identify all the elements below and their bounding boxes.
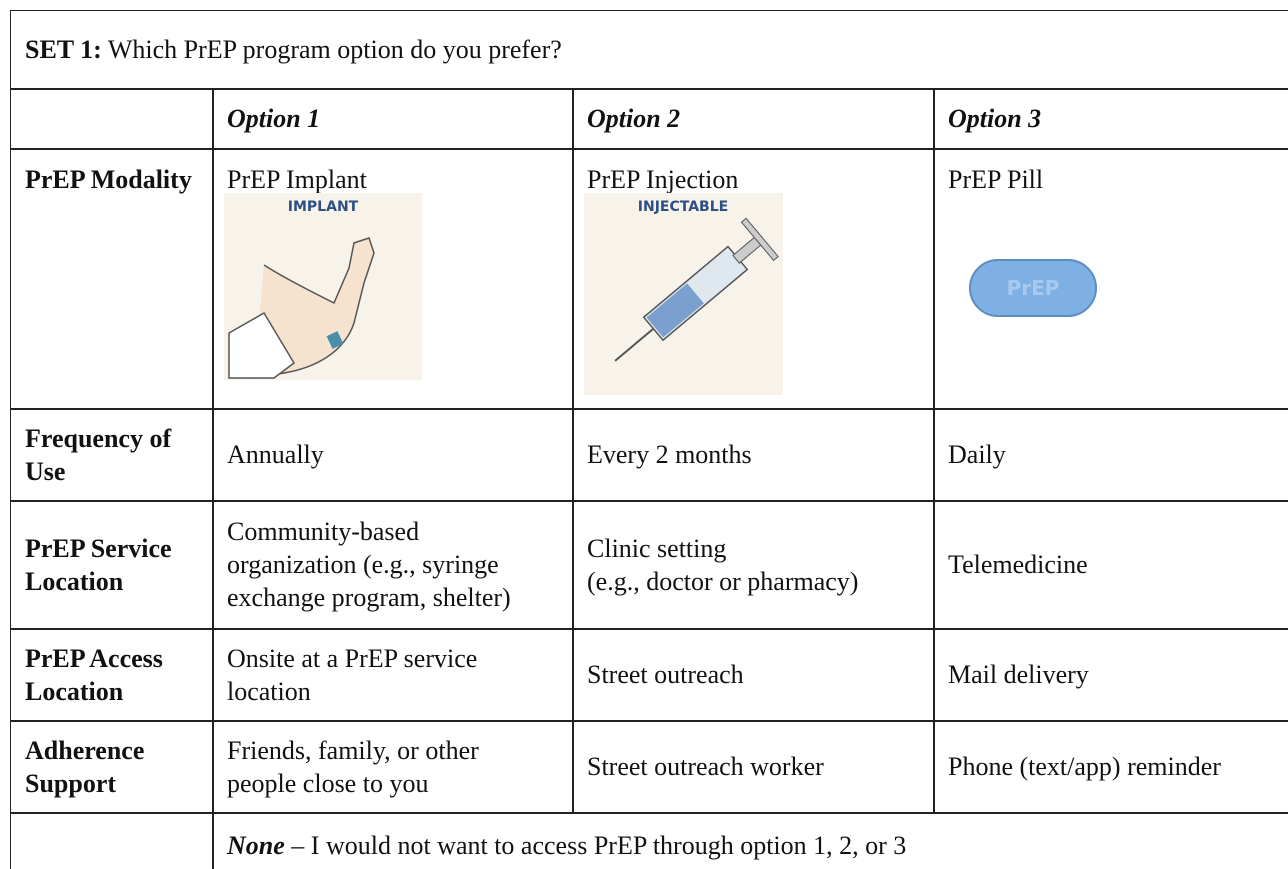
row-cell: Street outreach bbox=[572, 628, 935, 722]
implant-image: IMPLANT bbox=[224, 193, 422, 380]
cell-text: organization (e.g., syringe bbox=[227, 550, 499, 580]
cell-text: PrEP Implant bbox=[227, 165, 367, 194]
row-label-cell: Adherence Support bbox=[10, 720, 214, 814]
footer-line: None – I would not want to access PrEP t… bbox=[227, 829, 1287, 862]
header-cell: Option 3 bbox=[933, 88, 1288, 150]
header-cell: Option 1 bbox=[212, 88, 574, 150]
row-label: PrEP Service Location bbox=[25, 533, 172, 596]
option-header: Option 1 bbox=[227, 104, 321, 134]
cell-text: PrEP Injection bbox=[587, 165, 739, 194]
option-header: Option 2 bbox=[587, 104, 681, 134]
row-label: Frequency of Use bbox=[25, 423, 172, 486]
cell-text: Telemedicine bbox=[948, 550, 1088, 580]
row-cell: Every 2 months bbox=[572, 408, 935, 502]
row-cell: Annually bbox=[212, 408, 574, 502]
cell-text: location bbox=[227, 676, 311, 706]
cell-text: PrEP Pill bbox=[948, 165, 1044, 194]
footer-text: – I would not want to access PrEP throug… bbox=[291, 831, 907, 860]
cell-text: people close to you bbox=[227, 768, 429, 798]
row-cell: Friends, family, or other people close to… bbox=[212, 720, 574, 814]
cell-text: Street outreach worker bbox=[587, 752, 824, 782]
cell-text: Every 2 months bbox=[587, 440, 752, 470]
row-cell: Daily bbox=[933, 408, 1288, 502]
image-label: IMPLANT bbox=[288, 199, 359, 215]
pill-image: PrEP bbox=[948, 215, 1136, 360]
cell-text: Annually bbox=[227, 440, 324, 470]
row-cell: PrEP Injection bbox=[572, 148, 935, 410]
row-label: Adherence Support bbox=[25, 735, 145, 798]
row-label: PrEP Access Location bbox=[25, 643, 163, 706]
row-cell: Community-based organization (e.g., syrin… bbox=[212, 500, 574, 630]
row-label-cell: PrEP Service Location bbox=[10, 500, 214, 630]
row-cell: Onsite at a PrEP service location bbox=[212, 628, 574, 722]
row-cell: Street outreach worker bbox=[572, 720, 935, 814]
cell-text: Mail delivery bbox=[948, 660, 1089, 690]
title-bold: SET 1: bbox=[25, 35, 102, 65]
option-header: Option 3 bbox=[948, 104, 1042, 134]
row-cell: Mail delivery bbox=[933, 628, 1288, 722]
title-text: Which PrEP program option do you prefer? bbox=[107, 35, 562, 65]
cell-text: Phone (text/app) reminder bbox=[948, 752, 1221, 782]
image-label: INJECTABLE bbox=[638, 199, 728, 215]
row-cell: Telemedicine bbox=[933, 500, 1288, 630]
row-label: PrEP Modality bbox=[25, 165, 192, 194]
cell-text: Onsite at a PrEP service bbox=[227, 643, 478, 673]
row-cell: Phone (text/app) reminder bbox=[933, 720, 1288, 814]
cell-text: Street outreach bbox=[587, 660, 744, 690]
row-label-cell: Frequency of Use bbox=[10, 408, 214, 502]
footer-empty-cell bbox=[10, 812, 214, 869]
footer-cell: None – I would not want to access PrEP t… bbox=[212, 812, 1288, 869]
row-label-cell: PrEP Access Location bbox=[10, 628, 214, 722]
row-label-cell: PrEP Modality bbox=[10, 148, 214, 410]
title-line: SET 1: Which PrEP program option do you … bbox=[25, 33, 1287, 66]
footer-bold: None bbox=[227, 831, 285, 860]
cell-text: Clinic setting bbox=[587, 533, 727, 563]
title-cell: SET 1: Which PrEP program option do you … bbox=[10, 10, 1288, 90]
row-cell: PrEP Implant bbox=[212, 148, 574, 410]
cell-text: Friends, family, or other bbox=[227, 735, 479, 765]
row-cell: PrEP Pill bbox=[933, 148, 1288, 410]
header-empty-cell bbox=[10, 88, 214, 150]
cell-text: Daily bbox=[948, 440, 1006, 470]
image-label: PrEP bbox=[1007, 276, 1060, 300]
cell-text: (e.g., doctor or pharmacy) bbox=[587, 566, 859, 596]
header-cell: Option 2 bbox=[572, 88, 935, 150]
cell-text: exchange program, shelter) bbox=[227, 583, 511, 613]
cell-text: Community-based bbox=[227, 517, 420, 547]
row-cell: Clinic setting (e.g., doctor or pharmacy) bbox=[572, 500, 935, 630]
injectable-image: INJECTABLE bbox=[584, 193, 783, 395]
